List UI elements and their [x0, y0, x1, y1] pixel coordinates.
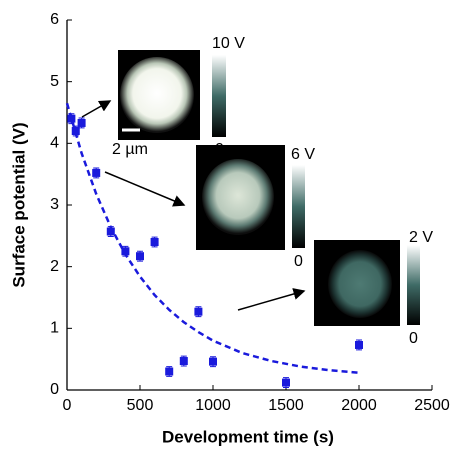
- data-point: [355, 340, 363, 349]
- y-axis-label: Surface potential (V): [9, 122, 28, 287]
- x-tick-label: 2500: [414, 397, 450, 414]
- x-tick-label: 1500: [268, 397, 304, 414]
- x-tick-label: 500: [127, 397, 154, 414]
- arrow: [104, 171, 186, 207]
- colorbar: [407, 245, 420, 325]
- data-point: [67, 114, 76, 123]
- x-axis-label: Development time (s): [162, 427, 334, 446]
- x-tick-label: 2000: [341, 397, 377, 414]
- arrow: [237, 288, 306, 311]
- x-tick-label: 0: [63, 397, 72, 414]
- colorbar: [212, 55, 226, 137]
- annotation: 10 V: [212, 35, 245, 52]
- data-point: [77, 118, 86, 127]
- y-tick-label: 2: [50, 258, 59, 275]
- afm-dot: [120, 57, 194, 133]
- arrow: [81, 100, 112, 118]
- data-point: [71, 127, 80, 135]
- afm-dot: [328, 250, 392, 318]
- data-point: [136, 252, 144, 261]
- colorbar: [292, 165, 305, 248]
- data-point: [209, 357, 217, 366]
- y-tick-label: 4: [50, 135, 59, 152]
- annotation: 2 V: [409, 229, 433, 246]
- x-tick-label: 1000: [195, 397, 231, 414]
- y-tick-label: 0: [50, 381, 59, 398]
- y-tick-label: 5: [50, 73, 59, 90]
- data-point: [282, 378, 290, 387]
- data-point: [194, 307, 203, 316]
- data-point: [106, 227, 115, 236]
- fit-curve: [65, 102, 360, 374]
- y-tick-label: 3: [50, 196, 59, 213]
- insets: 10 V 0 2 µm 6 V 0 2 V 0: [81, 35, 433, 347]
- annotation: 0: [215, 141, 224, 158]
- y-tick-label: 6: [50, 11, 59, 28]
- annotation: 0: [294, 253, 303, 270]
- y-tick-label: 1: [50, 320, 59, 337]
- data-point: [121, 247, 130, 256]
- annotation: 0: [409, 330, 418, 347]
- afm-dot: [202, 159, 274, 235]
- data-point: [150, 238, 159, 246]
- annotation: 2 µm: [112, 141, 148, 158]
- annotation: 6 V: [291, 146, 315, 163]
- data-point: [165, 367, 174, 376]
- data-point: [179, 357, 188, 366]
- data-point: [92, 168, 101, 177]
